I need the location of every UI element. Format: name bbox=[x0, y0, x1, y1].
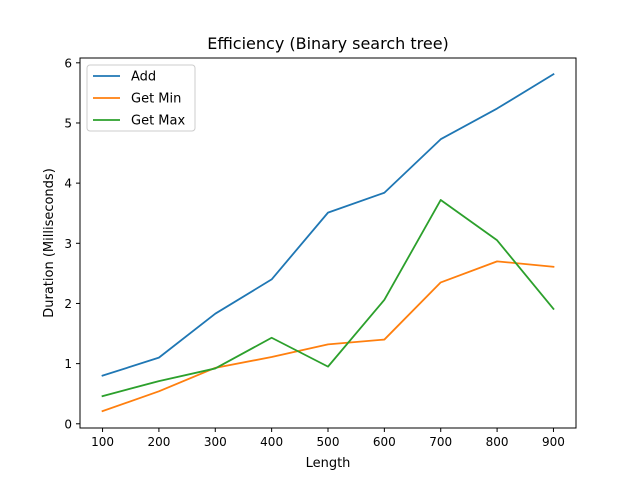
x-tick-label: 800 bbox=[486, 435, 509, 449]
series-line-get-max bbox=[101, 199, 555, 398]
y-tick-label: 0 bbox=[64, 417, 72, 431]
x-tick-label: 600 bbox=[373, 435, 396, 449]
legend-label: Get Max bbox=[131, 114, 185, 129]
x-tick-label: 700 bbox=[429, 435, 452, 449]
y-tick-label: 3 bbox=[64, 237, 72, 251]
series-layer bbox=[101, 73, 555, 413]
x-tick-label: 500 bbox=[317, 435, 340, 449]
x-tick-label: 100 bbox=[91, 435, 114, 449]
legend-label: Get Min bbox=[131, 92, 181, 107]
x-tick-label: 300 bbox=[204, 435, 227, 449]
chart-title: Efficiency (Binary search tree) bbox=[207, 34, 449, 53]
y-tick-label: 2 bbox=[64, 297, 72, 311]
x-tick-label: 400 bbox=[260, 435, 283, 449]
x-axis-label: Length bbox=[306, 456, 351, 471]
y-tick-label: 5 bbox=[64, 116, 72, 130]
legend-box bbox=[86, 64, 196, 132]
x-tick-label: 900 bbox=[542, 435, 565, 449]
y-tick-label: 4 bbox=[64, 177, 72, 191]
y-axis-label: Duration (Milliseconds) bbox=[42, 168, 57, 318]
legend: Add Get Min Get Max bbox=[86, 64, 196, 132]
legend-label: Add bbox=[131, 70, 156, 85]
series-line-get-min bbox=[101, 260, 555, 413]
y-axis: 0 1 2 3 4 5 6 bbox=[64, 56, 80, 431]
series-line-add bbox=[101, 73, 555, 377]
y-tick-label: 6 bbox=[64, 56, 72, 70]
y-tick-label: 1 bbox=[64, 357, 72, 371]
x-axis: 100 200 300 400 500 600 700 800 900 bbox=[91, 428, 565, 449]
x-tick-label: 200 bbox=[147, 435, 170, 449]
